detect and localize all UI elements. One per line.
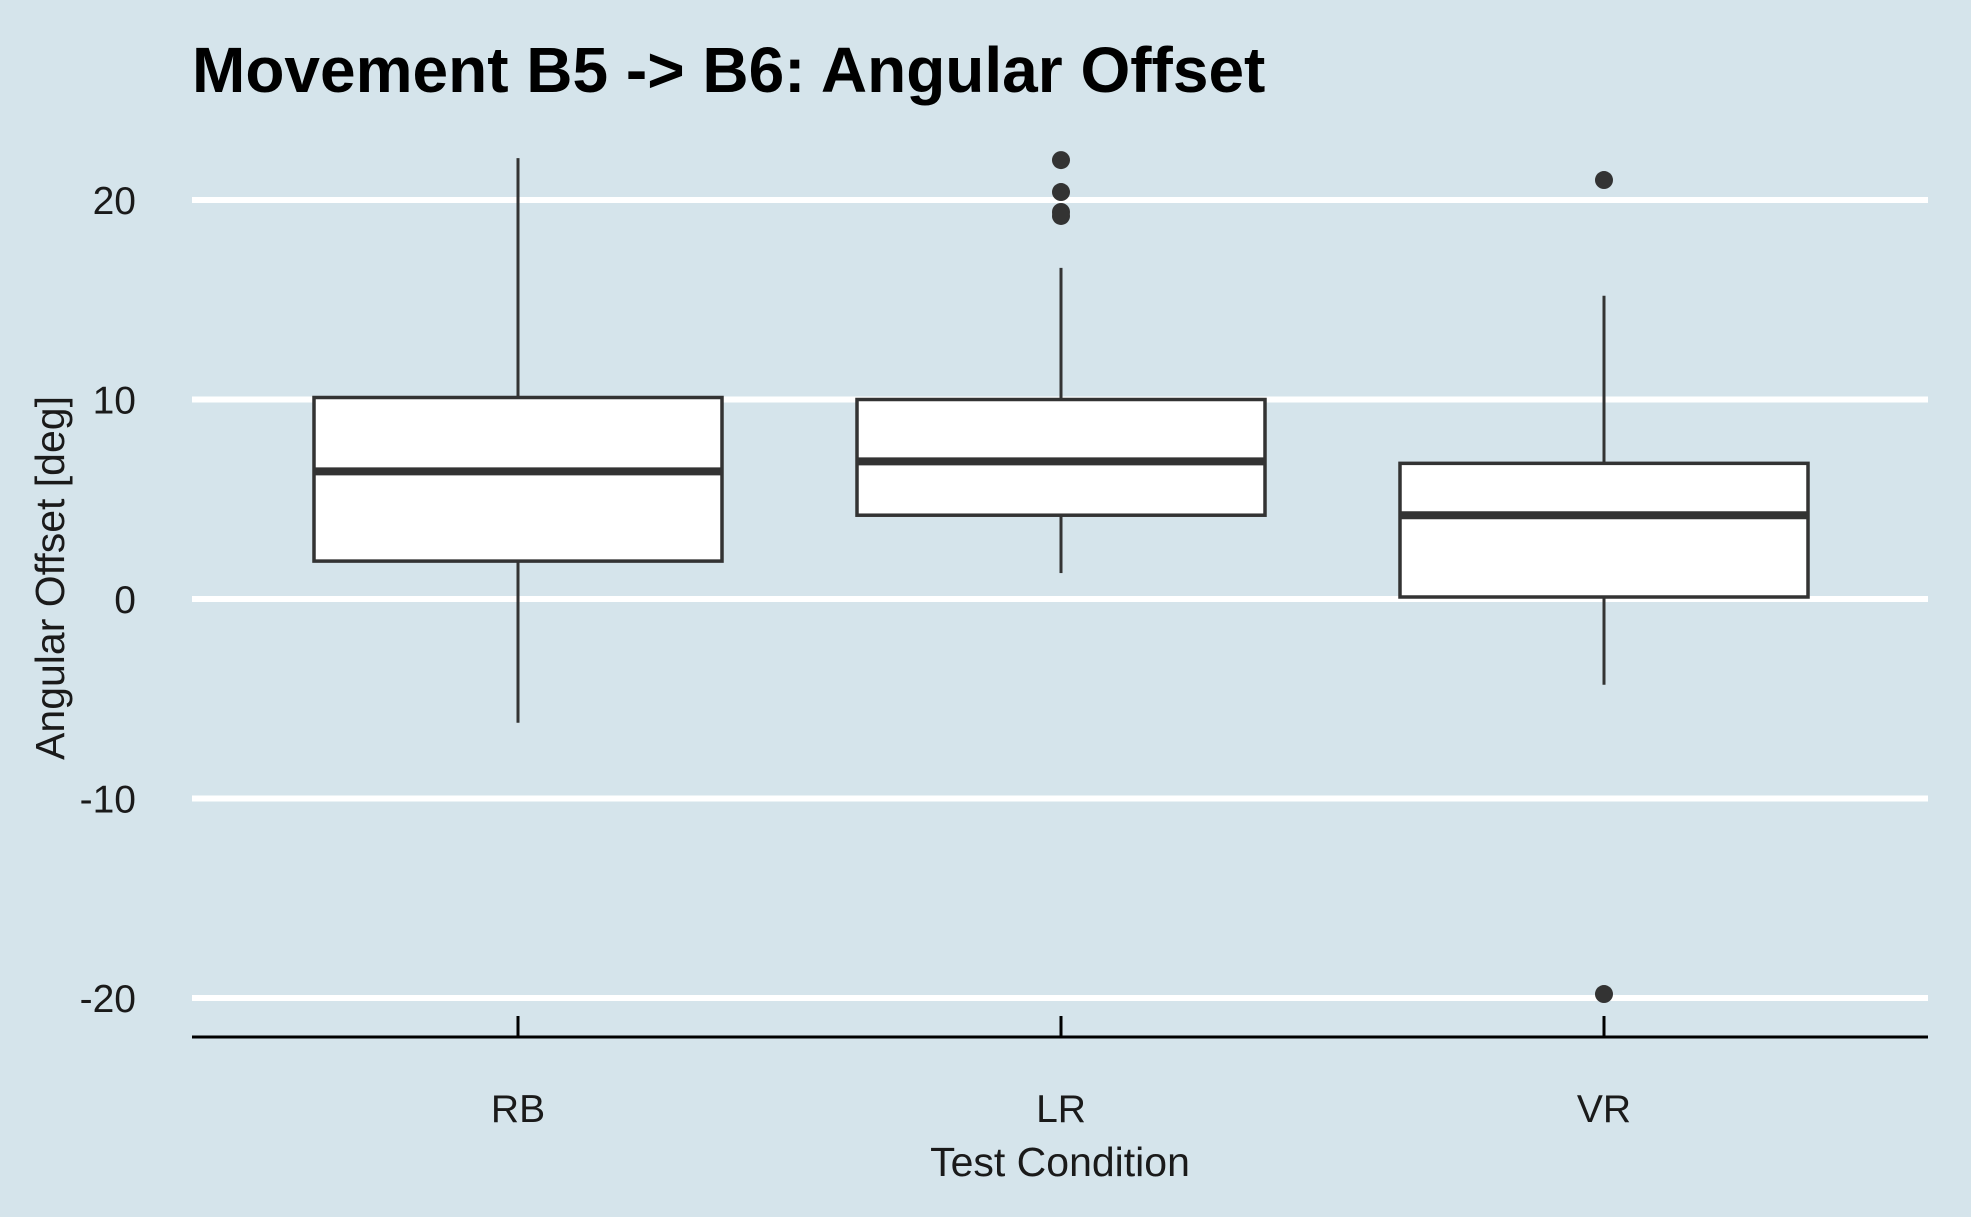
iqr-box [312, 395, 724, 563]
box-lr [855, 151, 1267, 574]
x-tick-label: LR [1036, 1088, 1086, 1131]
outlier-point [1052, 151, 1070, 170]
chart-title: Movement B5 -> B6: Angular Offset [192, 34, 1265, 106]
outlier-point [1052, 206, 1070, 225]
y-tick-label: 20 [93, 180, 136, 223]
y-tick-label: -20 [80, 978, 136, 1021]
y-tick-label: 10 [93, 380, 136, 423]
x-tick-label: VR [1577, 1088, 1631, 1131]
box-vr [1398, 171, 1810, 1004]
outlier-point [1052, 183, 1070, 202]
x-axis-ticks: RB LR VR [491, 1016, 1631, 1131]
y-tick-label: -10 [80, 779, 136, 822]
y-axis-ticks: 20 10 0 -10 -20 [80, 180, 136, 1021]
outlier-point [1595, 985, 1613, 1004]
outlier-point [1595, 171, 1613, 190]
iqr-box [1398, 461, 1810, 599]
x-axis-title: Test Condition [930, 1139, 1190, 1185]
y-axis-title: Angular Offset [deg] [27, 396, 73, 760]
boxes [312, 151, 1810, 1004]
box-rb [312, 158, 724, 723]
x-tick-label: RB [491, 1088, 545, 1131]
y-tick-label: 0 [114, 579, 136, 622]
